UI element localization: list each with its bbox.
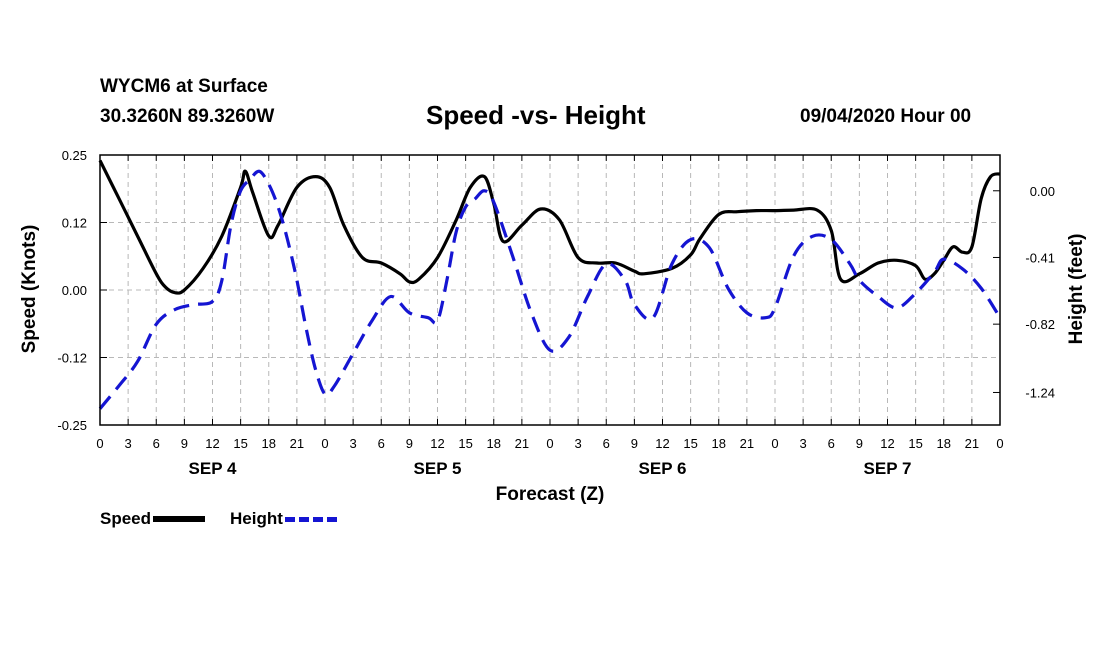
day-label: SEP 5 (414, 459, 462, 478)
legend-height-swatch (284, 516, 337, 522)
y-tick-label: 0.12 (62, 216, 87, 231)
x-tick-label: 21 (290, 436, 304, 451)
x-tick-label: 3 (125, 436, 132, 451)
x-tick-label: 12 (430, 436, 444, 451)
x-tick-label: 6 (153, 436, 160, 451)
station-label: WYCM6 at Surface (100, 76, 268, 97)
x-tick-label: 12 (880, 436, 894, 451)
x-tick-label: 15 (233, 436, 247, 451)
x-tick-label: 9 (631, 436, 638, 451)
x-tick-label: 9 (181, 436, 188, 451)
y2-tick-label: 0.00 (1030, 184, 1055, 199)
x-tick-label: 15 (458, 436, 472, 451)
x-tick-label: 21 (965, 436, 979, 451)
height-series-line (98, 169, 1002, 410)
y2-tick-label: -0.41 (1025, 250, 1055, 265)
y2-axis-label: Height (feet) (1066, 234, 1087, 345)
y-tick-label: 0.00 (62, 283, 87, 298)
x-tick-label: 0 (996, 436, 1003, 451)
x-tick-label: 18 (937, 436, 951, 451)
x-tick-label: 15 (908, 436, 922, 451)
legend-speed-swatch (153, 516, 206, 522)
x-tick-label: 3 (350, 436, 357, 451)
x-tick-label: 0 (321, 436, 328, 451)
y-tick-label: -0.12 (57, 351, 87, 366)
y-tick-label: 0.25 (62, 148, 87, 163)
x-tick-label: 9 (406, 436, 413, 451)
coordinates-label: 30.3260N 89.3260W (100, 106, 275, 127)
legend-speed-label: Speed (100, 509, 152, 528)
x-tick-label: 12 (655, 436, 669, 451)
forecast-datetime: 09/04/2020 Hour 00 (800, 106, 972, 127)
y-tick-label: -0.25 (57, 418, 87, 433)
x-tick-label: 6 (603, 436, 610, 451)
day-label: SEP 7 (864, 459, 912, 478)
y2-tick-label: -0.82 (1025, 317, 1055, 332)
x-tick-label: 3 (800, 436, 807, 451)
x-axis-label: Forecast (Z) (496, 484, 605, 505)
x-tick-label: 0 (771, 436, 778, 451)
legend-height-label: Height (230, 509, 283, 528)
chart-title: Speed -vs- Height (426, 100, 646, 130)
x-tick-label: 3 (575, 436, 582, 451)
x-tick-label: 6 (828, 436, 835, 451)
x-tick-label: 15 (683, 436, 697, 451)
x-tick-label: 6 (378, 436, 385, 451)
y2-tick-label: -1.24 (1025, 385, 1055, 400)
y-axis-label: Speed (Knots) (19, 225, 40, 354)
x-tick-label: 12 (205, 436, 219, 451)
legend-speed: Speed (100, 508, 206, 530)
x-tick-label: 18 (487, 436, 501, 451)
x-tick-label: 18 (262, 436, 276, 451)
x-tick-label: 9 (856, 436, 863, 451)
day-label: SEP 4 (189, 459, 237, 478)
x-tick-label: 0 (546, 436, 553, 451)
x-tick-label: 0 (96, 436, 103, 451)
day-label: SEP 6 (639, 459, 687, 478)
speed-series-line (98, 159, 1001, 295)
legend-height: Height (230, 508, 337, 530)
x-tick-label: 21 (740, 436, 754, 451)
x-tick-label: 18 (712, 436, 726, 451)
x-tick-label: 21 (515, 436, 529, 451)
